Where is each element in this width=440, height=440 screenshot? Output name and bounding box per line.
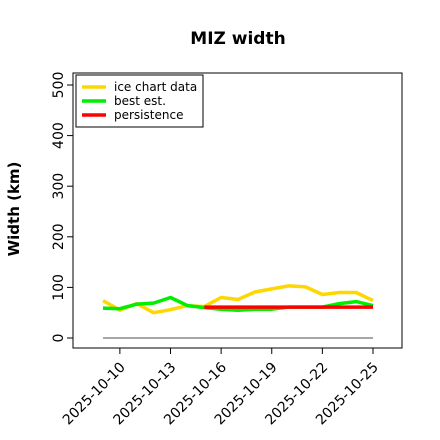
legend-label-ice-chart-data: ice chart data xyxy=(114,80,197,94)
series-line-ice-chart-data xyxy=(102,284,374,315)
chart-title: MIZ width xyxy=(190,29,285,49)
y-tick-label: 500 xyxy=(51,72,67,99)
y-tick-label: 300 xyxy=(51,173,67,200)
y-tick-label: 200 xyxy=(51,223,67,250)
legend-label-persistence: persistence xyxy=(114,108,183,122)
y-tick-label: 0 xyxy=(51,334,67,343)
y-tick-label: 100 xyxy=(51,274,67,301)
y-tick-label: 400 xyxy=(51,122,67,149)
series-group xyxy=(102,284,374,315)
legend-label-best-est-: best est. xyxy=(114,94,166,108)
y-axis-label: Width (km) xyxy=(5,162,23,257)
